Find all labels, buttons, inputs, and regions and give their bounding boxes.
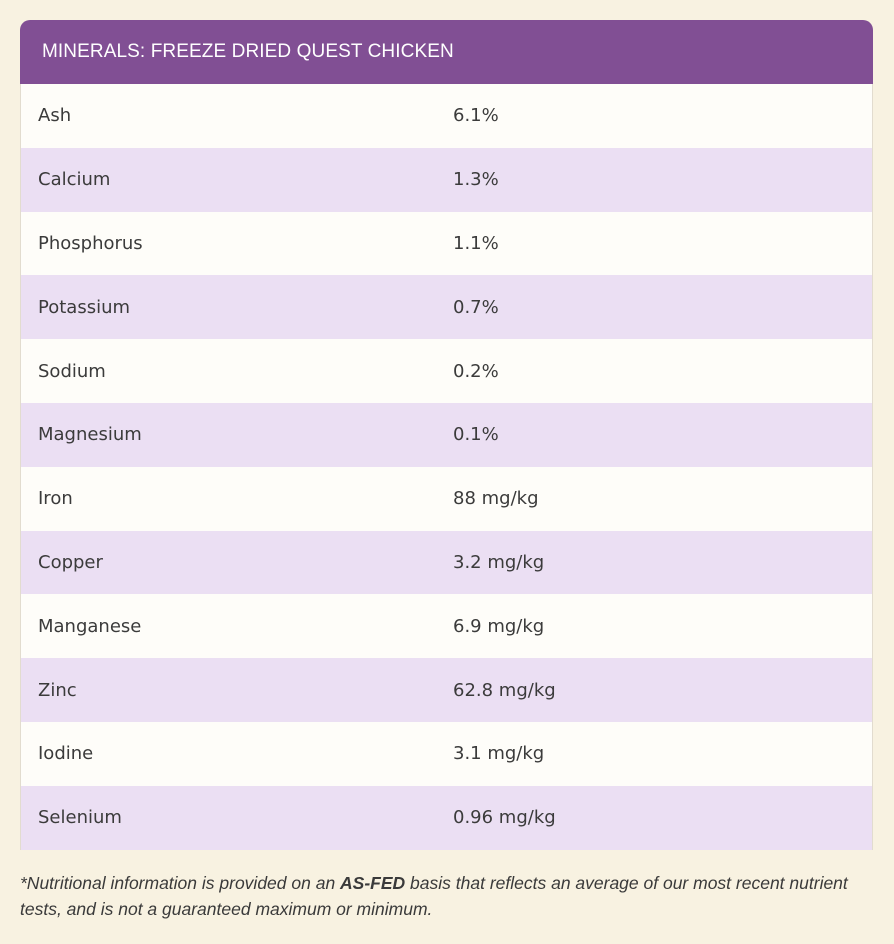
- mineral-name: Selenium: [38, 807, 122, 829]
- footnote-suffix: basis that reflects an average of our mo…: [20, 873, 848, 919]
- mineral-name: Ash: [38, 105, 72, 127]
- mineral-name: Zinc: [38, 679, 77, 701]
- mineral-value: 0.7%: [453, 296, 499, 318]
- table-header: MINERALS: FREEZE DRIED QUEST CHICKEN: [20, 20, 873, 84]
- mineral-value: 0.2%: [453, 360, 499, 382]
- mineral-name: Iodine: [38, 743, 94, 765]
- mineral-value: 0.1%: [453, 424, 499, 446]
- mineral-value: 6.1%: [453, 105, 499, 127]
- table-row: Copper 3.2 mg/kg: [21, 530, 872, 595]
- mineral-value: 6.9 mg/kg: [453, 615, 545, 637]
- mineral-name: Calcium: [38, 169, 111, 191]
- table-row: Calcium 1.3%: [21, 147, 872, 212]
- table-row: Phosphorus 1.1%: [21, 211, 872, 276]
- footnote: *Nutritional information is provided on …: [20, 870, 870, 922]
- mineral-name: Phosphorus: [38, 232, 143, 254]
- mineral-value: 62.8 mg/kg: [453, 679, 556, 701]
- table-body: Ash 6.1% Calcium 1.3% Phosphorus 1.1% Po…: [20, 84, 873, 850]
- minerals-table: MINERALS: FREEZE DRIED QUEST CHICKEN Ash…: [20, 20, 873, 850]
- mineral-value: 0.96 mg/kg: [453, 807, 556, 829]
- table-row: Ash 6.1%: [21, 84, 872, 148]
- table-row: Zinc 62.8 mg/kg: [21, 658, 872, 722]
- table-row: Iodine 3.1 mg/kg: [21, 721, 872, 786]
- footnote-prefix: *Nutritional information is provided on …: [20, 873, 341, 893]
- mineral-name: Copper: [38, 551, 103, 573]
- mineral-value: 3.2 mg/kg: [453, 551, 545, 573]
- footnote-emphasis: AS-FED: [340, 873, 406, 893]
- table-title: MINERALS: FREEZE DRIED QUEST CHICKEN: [42, 41, 454, 62]
- mineral-name: Manganese: [38, 615, 142, 637]
- mineral-name: Iron: [38, 488, 73, 510]
- table-row: Sodium 0.2%: [21, 339, 872, 403]
- mineral-name: Magnesium: [38, 424, 142, 446]
- mineral-name: Sodium: [38, 360, 106, 382]
- mineral-name: Potassium: [38, 296, 131, 318]
- mineral-value: 1.1%: [453, 232, 499, 254]
- table-row: Magnesium 0.1%: [21, 402, 872, 467]
- mineral-value: 3.1 mg/kg: [453, 743, 545, 765]
- table-row: Iron 88 mg/kg: [21, 466, 872, 531]
- table-row: Manganese 6.9 mg/kg: [21, 594, 872, 659]
- table-row: Potassium 0.7%: [21, 275, 872, 340]
- mineral-value: 88 mg/kg: [453, 488, 539, 510]
- table-row: Selenium 0.96 mg/kg: [21, 785, 872, 850]
- mineral-value: 1.3%: [453, 169, 499, 191]
